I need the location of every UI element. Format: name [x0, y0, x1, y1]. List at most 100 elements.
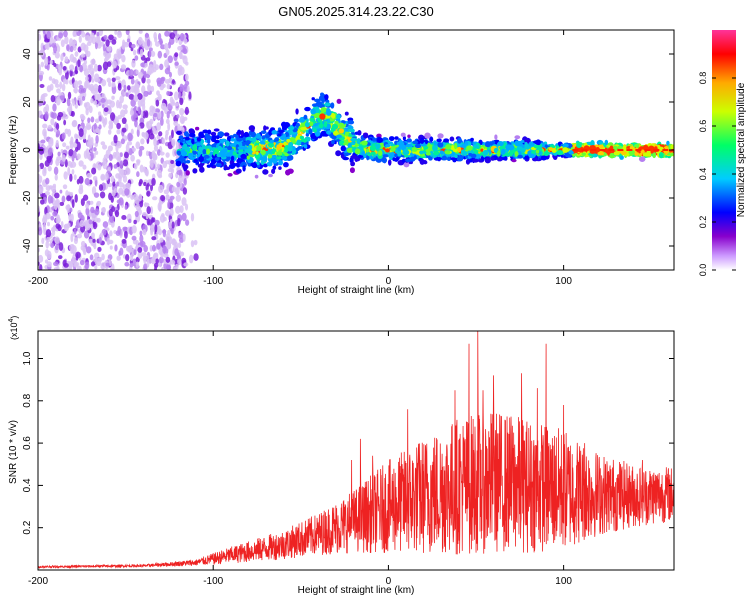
spectrogram-noise-cell [133, 163, 138, 170]
spectrogram-signal-cell [336, 98, 342, 104]
spectrogram-noise-cell [146, 39, 151, 47]
colorbar-tick-label: 0.2 [698, 216, 708, 229]
spectrogram-noise-cell [86, 41, 92, 47]
spectrogram-noise-cell [64, 159, 68, 168]
snr-series-line [38, 331, 674, 570]
spectrogram-noise-cell [142, 103, 146, 111]
spectrogram-y-tick-label: -40 [22, 238, 33, 253]
spectrogram-noise-cell [78, 88, 84, 94]
spectrogram-signal-cell [385, 148, 390, 153]
spectrogram-noise-cell [55, 133, 60, 138]
spectrogram-signal-cell [330, 102, 335, 109]
spectrogram-noise-cell [38, 64, 42, 73]
spectrogram-noise-cell [78, 35, 82, 43]
spectrogram-noise-cell [63, 171, 68, 180]
spectrogram-noise-cell [55, 96, 61, 106]
spectrogram-noise-cell [38, 146, 45, 155]
spectrogram-noise-cell [124, 230, 128, 239]
spectrogram-noise-cell [45, 185, 51, 192]
spectrogram-noise-cell [134, 119, 138, 128]
spectrogram-noise-cell [61, 132, 66, 140]
spectrogram-noise-cell [160, 117, 164, 126]
spectrogram-signal-cell [652, 152, 657, 159]
spectrogram-noise-cell [165, 264, 172, 270]
spectrogram-noise-cell [90, 261, 96, 267]
spectrogram-signal-cell [299, 135, 305, 140]
spectrogram-noise-cell [165, 152, 170, 158]
spectrogram-noise-cell [84, 34, 91, 42]
spectrogram-noise-cell [43, 131, 47, 140]
spectrogram-noise-cell [153, 262, 159, 268]
spectrogram-noise-cell [98, 30, 104, 37]
spectrogram-signal-cell [314, 106, 320, 112]
spectrogram-noise-cell [85, 246, 92, 254]
spectrogram-signal-cell [453, 142, 458, 150]
spectrogram-noise-cell [73, 80, 79, 89]
spectrogram-signal-cell [443, 138, 450, 143]
spectrogram-noise-cell [76, 178, 80, 185]
spectrogram-noise-cell [57, 111, 64, 118]
spectrogram-x-tick-label: -100 [203, 276, 223, 287]
spectrogram-noise-cell [182, 48, 188, 55]
spectrogram-signal-cell [320, 92, 325, 97]
spectrogram-signal-cell [562, 143, 569, 148]
spectrogram-signal-cell [344, 131, 349, 137]
spectrogram-noise-cell [77, 212, 83, 219]
spectrogram-noise-cell [186, 85, 190, 94]
spectrogram-noise-cell [139, 234, 144, 244]
spectrogram-noise-cell [63, 224, 69, 229]
spectrogram-noise-cell [120, 64, 127, 70]
spectrogram-signal-cell [392, 157, 396, 162]
spectrogram-signal-cell [496, 157, 503, 162]
spectrogram-noise-cell [132, 193, 139, 201]
spectrogram-noise-cell [132, 49, 137, 56]
spectrogram-signal-cell [250, 162, 258, 167]
spectrogram-noise-cell [45, 240, 49, 249]
spectrogram-signal-cell [183, 143, 188, 150]
spectrogram-noise-cell [157, 112, 161, 120]
spectrogram-signal-cell [622, 145, 627, 151]
spectrogram-signal-cell [444, 150, 451, 155]
colorbar-tick-label: 0.0 [698, 264, 708, 277]
spectrogram-signal-cell [414, 143, 422, 149]
spectrogram-noise-cell [52, 38, 56, 44]
spectrogram-signal-cell [310, 117, 315, 123]
spectrogram-signal-cell [497, 140, 504, 147]
spectrogram-signal-cell [260, 149, 266, 156]
spectrogram-noise-cell [74, 133, 78, 140]
spectrogram-signal-cell [370, 151, 376, 156]
spectrogram-noise-cell [75, 138, 79, 144]
spectrogram-signal-cell [462, 150, 468, 157]
spectrogram-noise-cell [147, 66, 153, 76]
spectrogram-noise-cell [135, 261, 140, 268]
spectrogram-signal-cell [227, 172, 233, 177]
spectrogram-noise-cell [46, 221, 51, 227]
spectrogram-noise-cell [137, 250, 143, 259]
spectrogram-noise-cell [59, 189, 63, 194]
spectrogram-noise-cell [155, 258, 159, 264]
spectrogram-noise-cell [129, 262, 134, 268]
spectrogram-signal-cell [231, 151, 237, 156]
spectrogram-signal-cell [330, 127, 335, 132]
spectrogram-signal-cell [176, 130, 183, 135]
spectrogram-signal-cell [394, 153, 398, 158]
spectrogram-noise-cell [128, 147, 133, 156]
spectrogram-noise-cell [62, 184, 68, 190]
spectrogram-noise-cell [61, 154, 66, 162]
spectrogram-noise-cell [71, 243, 75, 251]
spectrogram-noise-cell [184, 80, 190, 86]
spectrogram-noise-cell [39, 83, 45, 89]
spectrogram-noise-cell [193, 253, 199, 261]
spectrogram-signal-cell [326, 130, 332, 135]
spectrogram-noise-cell [90, 136, 94, 146]
spectrogram-signal-cell [412, 140, 419, 145]
spectrogram-noise-cell [134, 210, 139, 218]
spectrogram-signal-cell [340, 153, 345, 159]
spectrogram-signal-cell [514, 140, 519, 147]
spectrogram-signal-cell [535, 139, 541, 146]
spectrogram-noise-cell [143, 263, 148, 270]
spectrogram-noise-cell [146, 206, 151, 215]
spectrogram-signal-cell [329, 118, 335, 122]
spectrogram-noise-cell [77, 59, 81, 68]
spectrogram-noise-cell [58, 65, 62, 73]
